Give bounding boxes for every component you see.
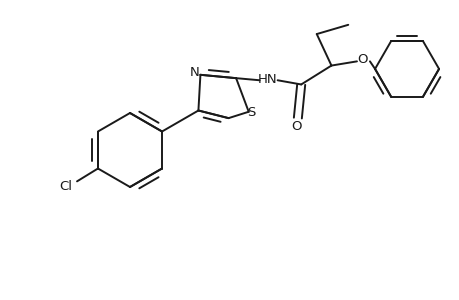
Text: O: O	[357, 53, 367, 66]
Text: HN: HN	[257, 73, 277, 86]
Text: N: N	[190, 66, 199, 79]
Text: O: O	[291, 120, 302, 133]
Text: Cl: Cl	[59, 180, 73, 193]
Text: S: S	[247, 106, 255, 119]
